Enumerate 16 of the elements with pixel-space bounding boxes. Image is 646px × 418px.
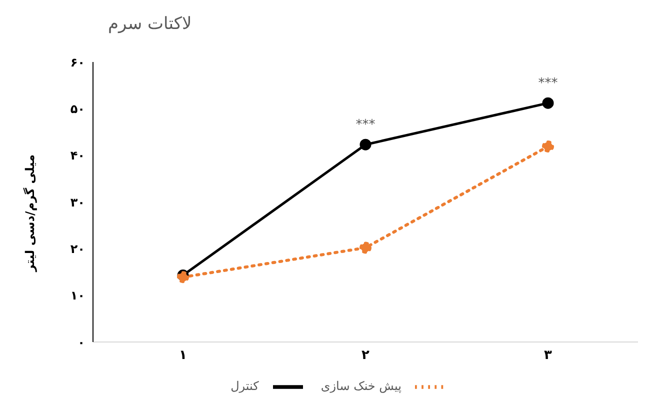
y-axis-title: میلی گرم/دسی لیتر (23, 154, 37, 272)
legend-label: پیش خنک سازی (320, 379, 402, 394)
y-tick-label: ۱۰ (70, 288, 85, 303)
x-tick-label: ۱ (179, 348, 187, 364)
y-tick-label: ۶۰ (70, 55, 85, 70)
annotation: *** (538, 76, 558, 92)
y-tick-label: ۵۰ (70, 102, 85, 116)
y-tick-label: ۳۰ (70, 195, 85, 210)
annotation: *** (356, 118, 376, 133)
y-tick-label: ۰ (78, 335, 85, 350)
y-tick-label: ۴۰ (70, 148, 85, 163)
chart-title: لاکتات سرم (108, 14, 192, 34)
x-tick-label: ۲ (362, 348, 370, 364)
y-tick-label: ۲۰ (70, 242, 85, 256)
x-tick-label: ۳ (544, 348, 552, 364)
legend-label: کنترل (230, 379, 259, 394)
